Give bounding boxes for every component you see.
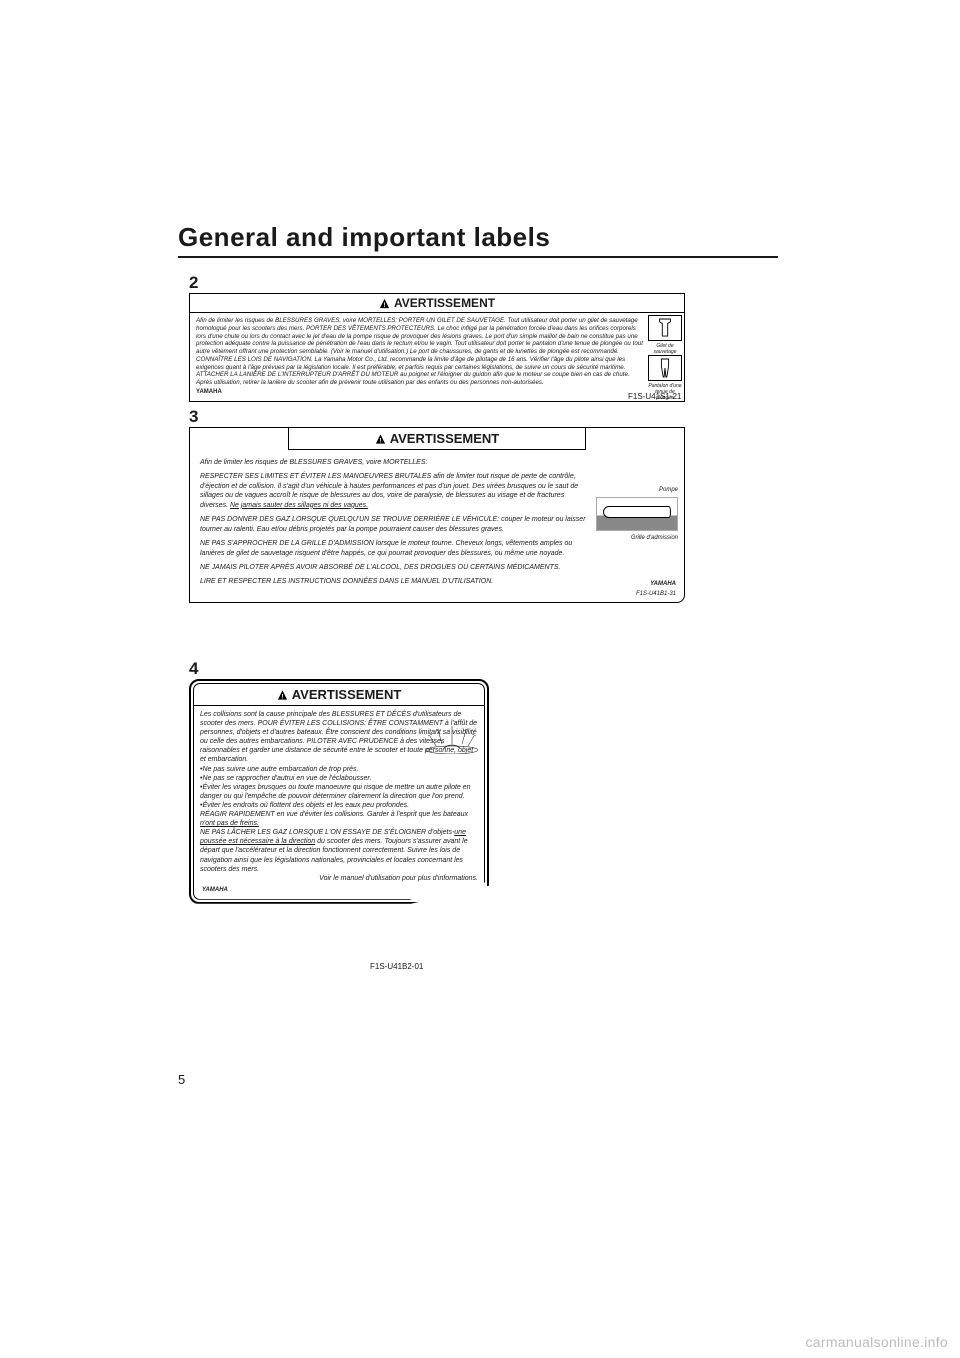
garment-icons: Gilet de sauvetage Pantalon d'une tenue …	[648, 315, 682, 401]
jet-diagram: Pompe Grille d'admission	[596, 486, 678, 542]
warning-text-2: Afin de limiter les risques de BLESSURES…	[196, 317, 646, 387]
alcohol-line: NE JAMAIS PILOTER APRÈS AVOIR ABSORBÉ DE…	[200, 563, 594, 572]
svg-text:!: !	[383, 302, 385, 309]
section-number-4: 4	[189, 659, 198, 679]
throttle-line: NE PAS LÂCHER LES GAZ LORSQUE L'ON ESSAY…	[200, 828, 478, 873]
part-number-3: F1S-U41B1-31	[636, 590, 676, 598]
intake-line: NE PAS S'APPROCHER DE LA GRILLE D'ADMISS…	[200, 539, 594, 558]
page-title: General and important labels	[178, 222, 550, 253]
intro-line: Afin de limiter les risques de BLESSURES…	[200, 458, 594, 467]
jet-ski-icon	[596, 497, 678, 531]
warning-header-3: ! AVERTISSEMENT	[288, 428, 586, 450]
bullet-2: •Ne pas se rapprocher d'autrui en vue de…	[200, 774, 478, 783]
bullet-1: •Ne pas suivre une autre embarcation de …	[200, 765, 478, 774]
manual-page: General and important labels 2 ! AVERTIS…	[0, 0, 960, 1358]
vest-caption: Gilet de sauvetage	[648, 343, 682, 355]
svg-text:!: !	[379, 438, 381, 445]
life-vest-icon	[648, 315, 682, 341]
title-rule	[178, 256, 778, 258]
brand-yamaha-3: YAMAHA	[650, 580, 676, 588]
bullet-3: •Éviter les virages brusques ou toute ma…	[200, 783, 478, 801]
read-line: LIRE ET RESPECTER LES INSTRUCTIONS DONNÉ…	[200, 577, 594, 586]
svg-text:!: !	[281, 694, 283, 701]
gas-line: NE PAS DONNER DES GAZ LORSQUE QUELQU'UN …	[200, 515, 594, 534]
respecter-line: RESPECTER SES LIMITES ET ÉVITER LES MANO…	[200, 472, 594, 510]
warning-body-4: Les collisions sont la cause principale …	[194, 706, 484, 887]
warning-triangle-icon: !	[277, 689, 288, 700]
wetsuit-pants-icon	[648, 355, 682, 381]
warning-header-2: ! AVERTISSEMENT	[190, 294, 684, 313]
bullet-4: •Éviter les endroits où flottent des obj…	[200, 801, 478, 810]
warning-body-3: Afin de limiter les risques de BLESSURES…	[190, 450, 684, 602]
see-manual: Voir le manuel d'utilisation pour plus d…	[200, 874, 478, 883]
warning-label-2: ! AVERTISSEMENT Afin de limiter les risq…	[189, 293, 685, 402]
scan-horizon-icon	[424, 724, 480, 754]
source-watermark: carmanualsonline.info	[806, 1334, 949, 1350]
warning-title-4: AVERTISSEMENT	[292, 687, 402, 702]
brand-yamaha-4: YAMAHA	[194, 887, 484, 893]
warning-triangle-icon: !	[375, 433, 386, 444]
warning-label-3: ! AVERTISSEMENT Afin de limiter les risq…	[189, 427, 685, 603]
section-number-2: 2	[189, 273, 198, 293]
page-number: 5	[178, 1072, 185, 1087]
intake-caption: Grille d'admission	[596, 534, 678, 542]
warning-triangle-icon: !	[379, 298, 390, 309]
part-number-2: F1S-U41S1-21	[628, 392, 960, 401]
brand-yamaha-2: YAMAHA	[196, 389, 646, 395]
part-number-4: F1S-U41B2-01	[370, 962, 423, 971]
react-line: RÉAGIR RAPIDEMENT en vue d'éviter les co…	[200, 810, 478, 828]
section-number-3: 3	[189, 407, 198, 427]
warning-title-2: AVERTISSEMENT	[394, 296, 495, 310]
warning-title-3: AVERTISSEMENT	[390, 431, 500, 446]
pump-caption: Pompe	[596, 486, 678, 494]
warning-header-4: ! AVERTISSEMENT	[194, 684, 484, 706]
warning-label-4: ! AVERTISSEMENT Les collisions sont la c…	[189, 679, 489, 904]
